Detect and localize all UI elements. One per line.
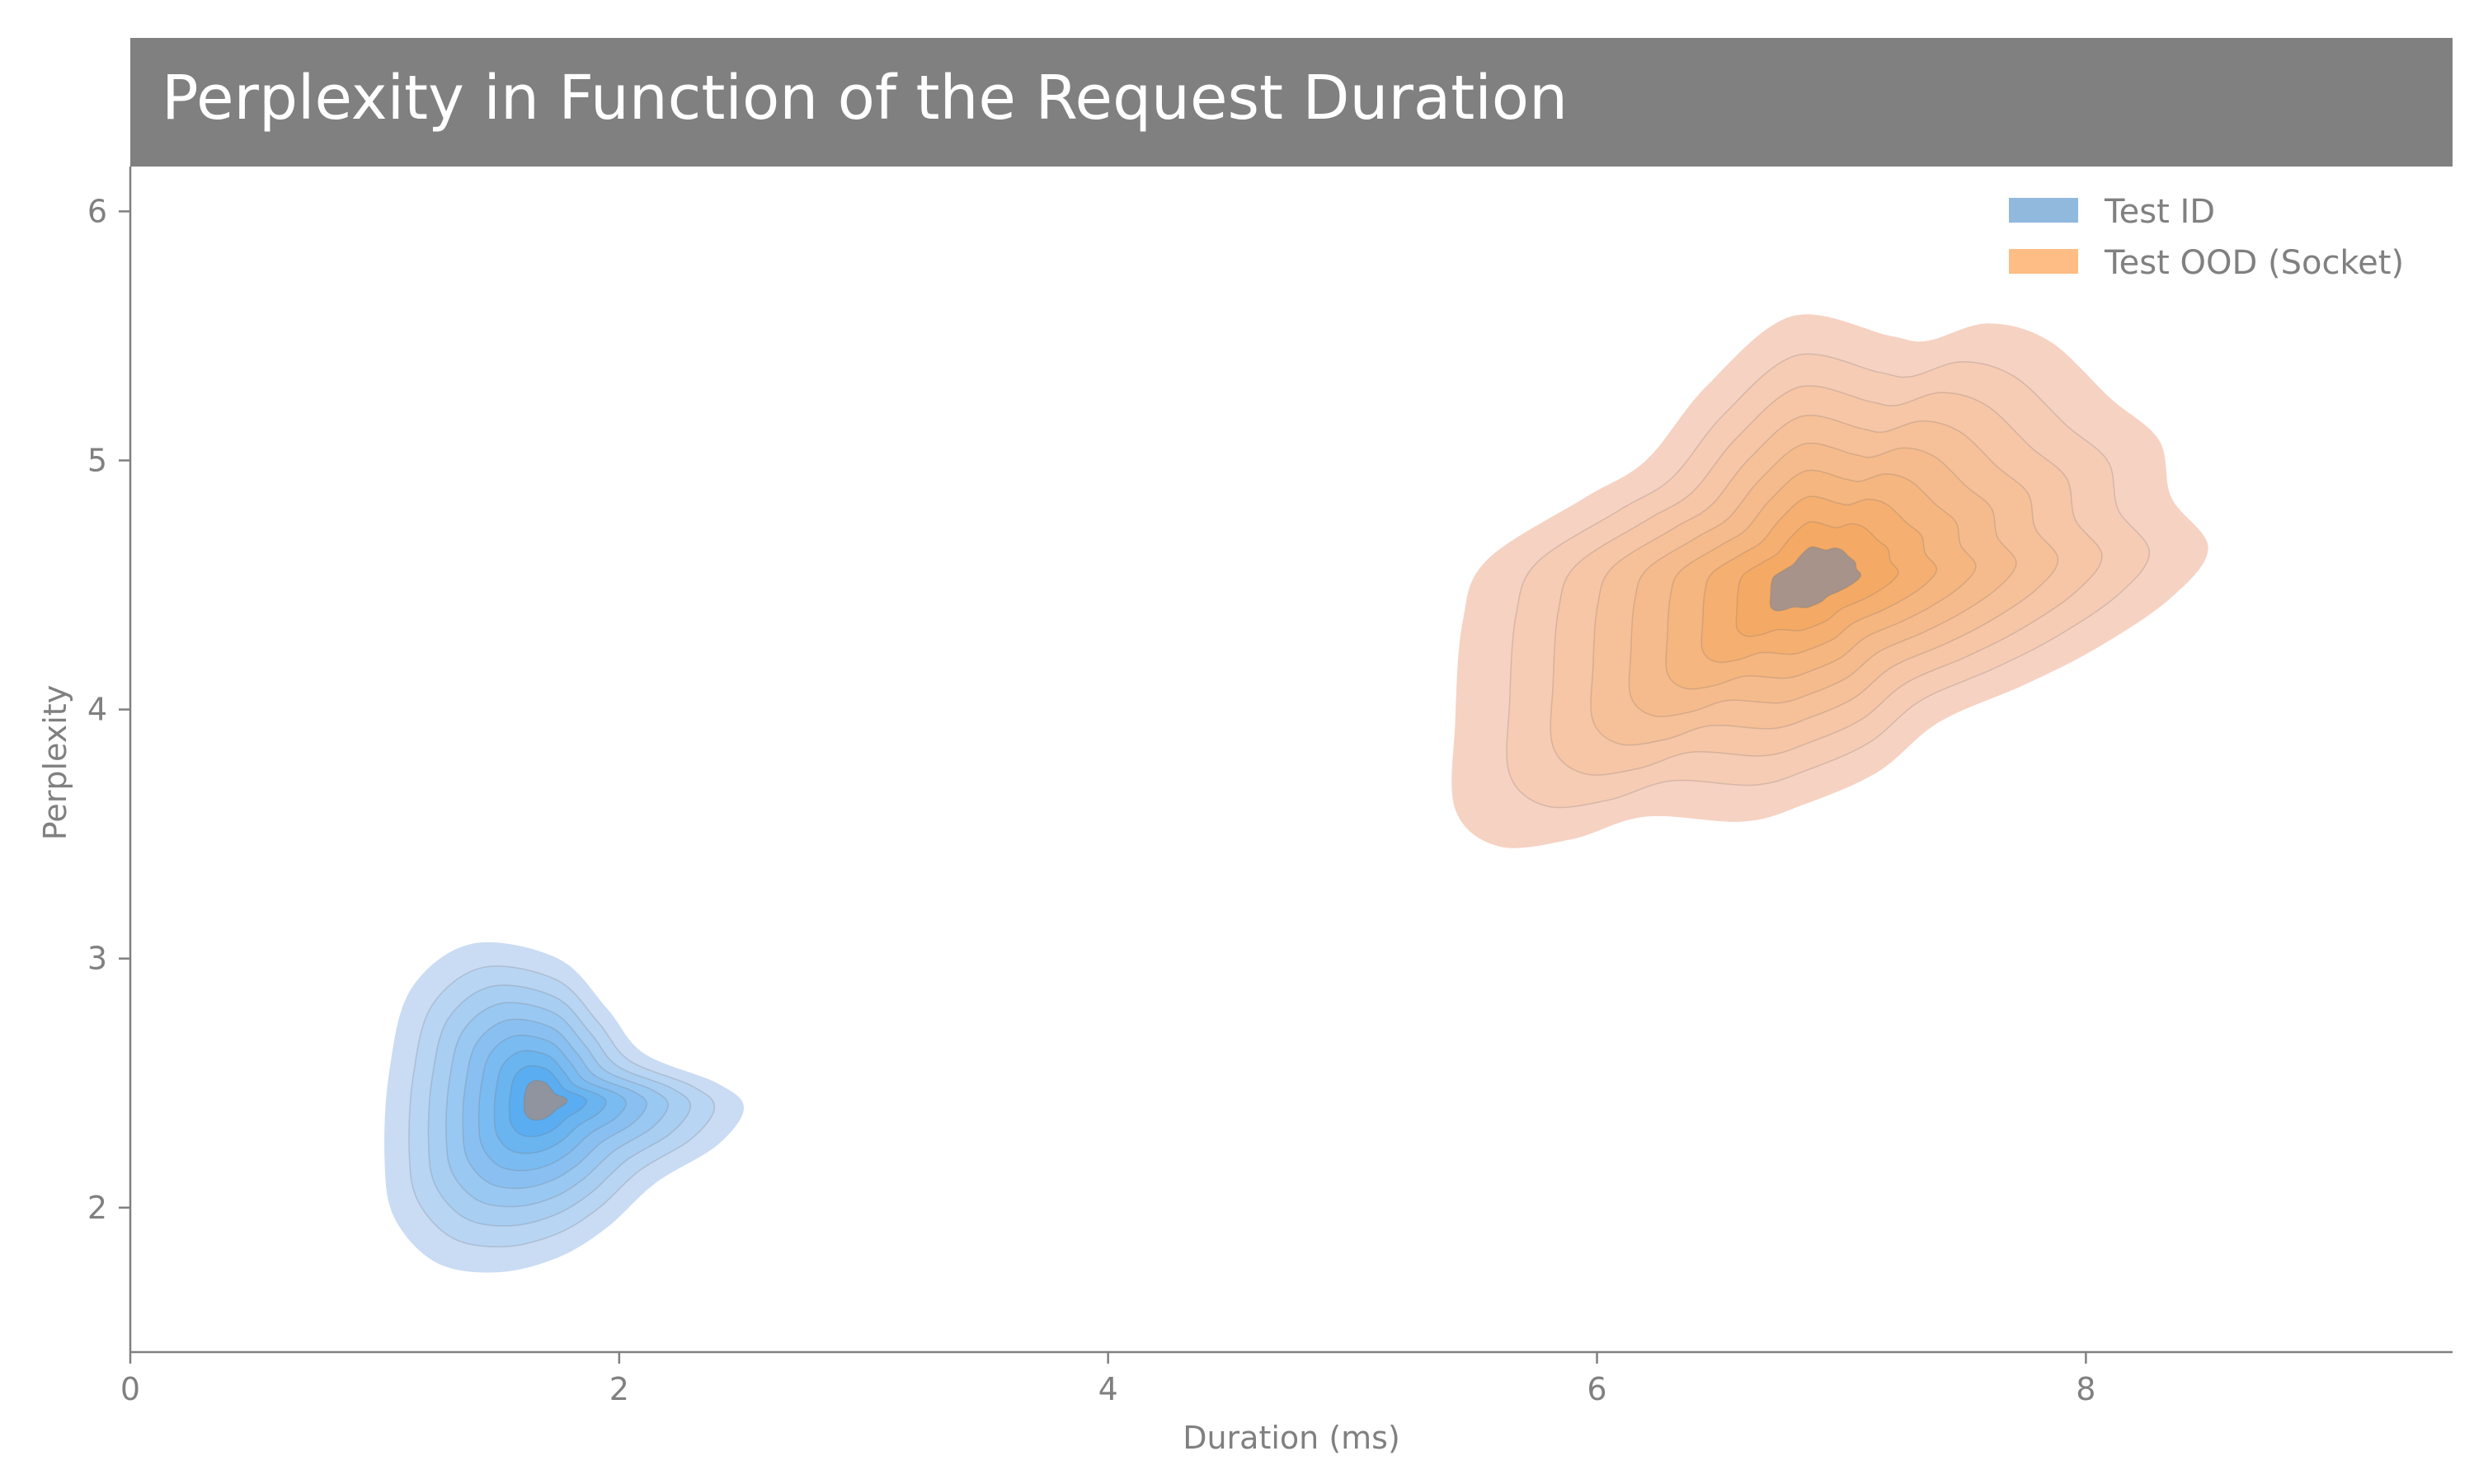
density-level [1769,546,1862,612]
density-layers [384,314,2208,1273]
y-tick-label: 2 [87,1190,107,1226]
legend: Test ID Test OOD (Socket) [2009,193,2404,282]
x-tick-label: 4 [1098,1371,1118,1407]
x-tick-label: 0 [120,1371,140,1407]
density-series-test-ood [1451,314,2208,848]
legend-swatch-test-ood [2009,249,2078,274]
y-tick-label: 6 [87,193,107,229]
y-tick-label: 5 [87,442,107,478]
x-ticks: 0 2 4 6 8 [120,1352,2095,1407]
y-tick-label: 4 [87,692,107,728]
x-tick-label: 6 [1587,1371,1606,1407]
y-axis-label: Perplexity [37,685,73,840]
y-ticks: 2 3 4 5 6 [87,193,130,1226]
chart-title: Perplexity in Function of the Request Du… [162,63,1568,134]
x-axis-label: Duration (ms) [1183,1420,1400,1456]
density-level [523,1079,568,1121]
density-series-test-id [384,942,744,1273]
x-tick-label: 2 [609,1371,629,1407]
y-tick-label: 3 [87,941,107,977]
legend-label-test-id: Test ID [2104,193,2215,231]
title-banner [130,38,2453,167]
x-tick-label: 8 [2076,1371,2095,1407]
legend-swatch-test-id [2009,198,2078,223]
legend-label-test-ood: Test OOD (Socket) [2104,244,2404,282]
